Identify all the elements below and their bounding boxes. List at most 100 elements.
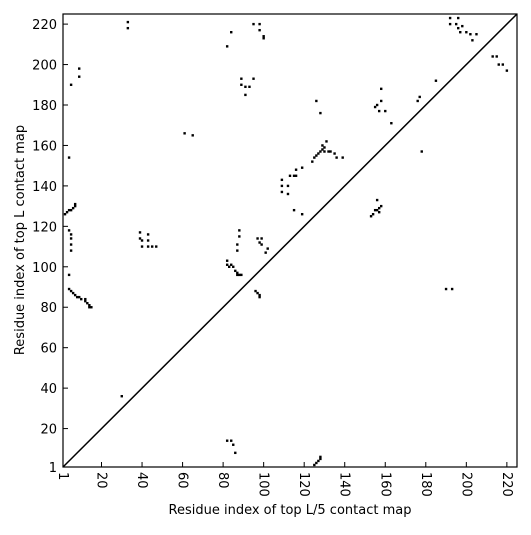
diagonal [62, 13, 518, 468]
contact-point [258, 28, 261, 32]
contact-point [80, 297, 83, 301]
contact-point [448, 16, 452, 20]
contact-point [280, 190, 284, 194]
contact-point [73, 204, 77, 208]
y-tick-label: 80 [40, 301, 57, 316]
contact-point [262, 35, 265, 38]
contact-point [146, 239, 150, 242]
contact-point [375, 103, 379, 107]
contact-point [65, 210, 69, 214]
contact-point [319, 457, 322, 461]
contact-point [380, 87, 383, 91]
contact-point [146, 233, 150, 236]
contact-point [321, 144, 324, 147]
contact-point [444, 287, 448, 291]
contact-point [495, 55, 498, 58]
contact-point [75, 295, 79, 299]
contact-point [317, 459, 320, 463]
contact-point [240, 77, 243, 80]
contact-point [450, 287, 454, 291]
contact-point [300, 213, 304, 216]
contact-point [315, 99, 318, 103]
contact-point [262, 37, 265, 40]
y-axis-label: Residue index of top L contact map [13, 125, 28, 355]
contact-point [191, 134, 194, 137]
contact-point [457, 16, 460, 20]
y-tick-label: 100 [32, 261, 57, 276]
contact-point [465, 31, 468, 34]
contact-point [71, 206, 75, 210]
contact-point [258, 293, 261, 297]
contact-point [390, 122, 393, 125]
contact-point [469, 33, 472, 36]
contact-point [63, 213, 67, 216]
contact-point [252, 22, 255, 26]
contact-point [236, 273, 239, 277]
contact-point [319, 150, 322, 153]
contact-point [84, 297, 87, 301]
contact-point [384, 109, 387, 113]
contact-point [377, 109, 381, 113]
contact-point [475, 33, 478, 36]
contact-point [315, 461, 318, 465]
contact-point [225, 259, 229, 262]
contact-point [69, 249, 73, 252]
contact-point [323, 146, 326, 149]
contact-point [258, 22, 261, 26]
contact-point [335, 156, 338, 159]
contact-point [377, 210, 381, 214]
contact-point [471, 39, 474, 42]
contact-point [84, 299, 87, 303]
contact-point [69, 208, 73, 212]
contact-point [457, 26, 460, 30]
x-tick-label: 160 [377, 472, 392, 497]
contact-point [225, 263, 229, 266]
contact-point [313, 463, 316, 467]
contact-point [501, 63, 505, 66]
contact-point [258, 241, 261, 244]
contact-point [90, 306, 93, 309]
contact-point [236, 243, 239, 246]
contact-point [120, 395, 123, 398]
contact-point [232, 443, 235, 446]
contact-point [371, 213, 375, 216]
contact-point [313, 156, 316, 159]
contact-point [311, 160, 314, 163]
contact-point [238, 235, 241, 238]
contact-point [264, 251, 267, 254]
contact-point [238, 229, 241, 232]
contact-point [78, 295, 81, 299]
contact-point [240, 83, 243, 86]
contact-point [260, 237, 263, 240]
y-tick-label: 40 [40, 382, 57, 397]
contact-point [150, 245, 154, 248]
y-tick-label: 1 [49, 461, 57, 476]
contact-point [252, 77, 255, 80]
contact-point [280, 184, 284, 188]
contact-point [258, 295, 261, 299]
x-tick-label: 120 [296, 472, 311, 497]
x-tick-label: 20 [94, 472, 109, 489]
contact-point [454, 22, 458, 26]
contact-point [126, 26, 130, 30]
contact-point [88, 304, 91, 307]
contact-point [329, 150, 332, 153]
contact-point [140, 245, 144, 248]
contact-point [497, 63, 500, 66]
y-tick-label: 200 [32, 59, 57, 74]
contact-point [71, 291, 75, 295]
contact-point [236, 271, 239, 275]
y-tick-label: 220 [32, 18, 57, 33]
contact-point [69, 237, 73, 240]
contact-point [491, 55, 494, 58]
contact-point [333, 152, 336, 155]
contact-point [254, 289, 257, 293]
contact-point [67, 287, 71, 291]
y-tick-label: 20 [40, 423, 57, 438]
contact-point [380, 204, 383, 208]
contact-point [67, 273, 71, 277]
x-tick-label: 220 [499, 472, 514, 497]
contact-point [323, 150, 326, 153]
contact-point [240, 273, 243, 277]
